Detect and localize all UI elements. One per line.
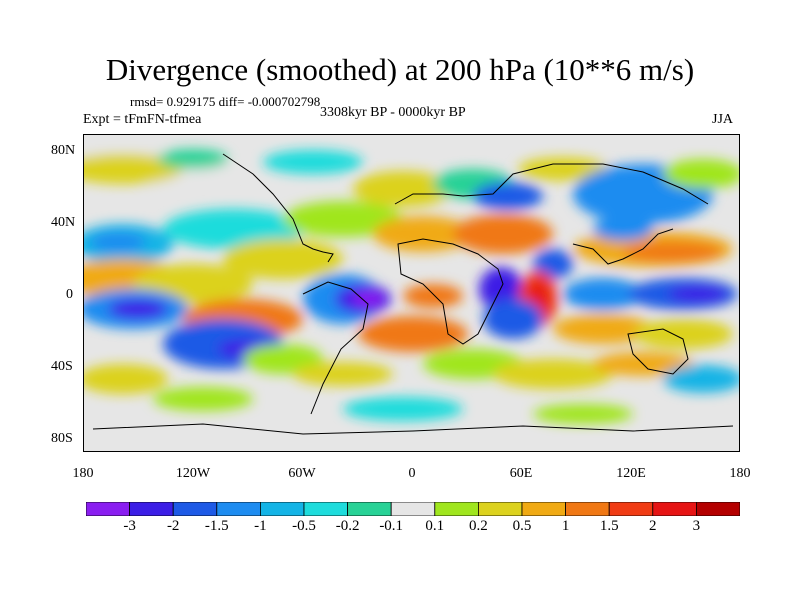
colorbar-level-label: 1: [561, 518, 570, 534]
colorbar-swatch: [652, 502, 697, 516]
experiment-label: Expt = tFmFN-tfmea: [83, 112, 202, 127]
colorbar-level-label: -0.5: [292, 518, 316, 534]
colorbar-swatch: [216, 502, 261, 516]
colorbar-level-label: -0.1: [379, 518, 404, 534]
colorbar-level-label: 2: [649, 518, 657, 534]
colorbar-swatch: [608, 502, 654, 516]
lon-label-120e: 120E: [616, 466, 646, 481]
lon-label-60e: 60E: [509, 466, 533, 481]
lon-label-180e: 180: [729, 466, 751, 481]
lon-label-60w: 60W: [288, 466, 316, 481]
lat-label-0: 0: [66, 287, 73, 302]
period-label: 3308kyr BP - 0000kyr BP: [320, 105, 466, 120]
colorbar-swatch: [172, 502, 218, 516]
lat-label-40s: 40S: [51, 359, 73, 374]
divergence-map: [77, 134, 740, 452]
colorbar-level-label: 1.5: [599, 518, 619, 534]
colorbar-level-label: -0.2: [335, 518, 360, 534]
colorbar-swatch: [434, 502, 479, 516]
colorbar-swatch: [129, 502, 174, 516]
colorbar: [86, 502, 740, 516]
colorbar-level-label: -1.5: [204, 518, 229, 534]
stats-text: rmsd= 0.929175 diff= -0.000702798: [130, 94, 321, 109]
colorbar-swatch: [565, 502, 610, 516]
colorbar-level-label: 0.1: [425, 518, 445, 534]
colorbar-level-label: 0.2: [469, 518, 488, 534]
lon-label-0: 0: [408, 466, 416, 481]
coastlines: [92, 153, 734, 435]
lat-label-80s: 80S: [51, 431, 73, 446]
colorbar-swatch: [259, 502, 305, 516]
colorbar-level-label: 0.5: [512, 518, 532, 534]
colorbar-swatch: [347, 502, 392, 516]
colorbar-level-label: -2: [166, 518, 180, 534]
colorbar-swatch: [303, 502, 348, 516]
map-panel: [77, 134, 740, 452]
colorbar-level-label: -3: [123, 518, 136, 534]
lon-label-120w: 120W: [175, 466, 211, 481]
chart-title: Divergence (smoothed) at 200 hPa (10**6 …: [105, 52, 695, 87]
colorbar-swatch: [86, 502, 130, 516]
divergence-field: [83, 149, 740, 424]
season-label: JJA: [712, 112, 734, 127]
colorbar-swatch: [521, 502, 566, 516]
lat-label-40n: 40N: [51, 215, 76, 230]
colorbar-level-label: -1: [254, 518, 267, 534]
colorbar-swatch: [390, 502, 436, 516]
map-frame: [83, 134, 740, 452]
colorbar-swatch: [696, 502, 740, 516]
colorbar-swatch: [477, 502, 523, 516]
colorbar-level-label: 3: [692, 518, 701, 534]
lat-label-80n: 80N: [51, 143, 76, 158]
lon-label-180w: 180: [72, 466, 94, 481]
